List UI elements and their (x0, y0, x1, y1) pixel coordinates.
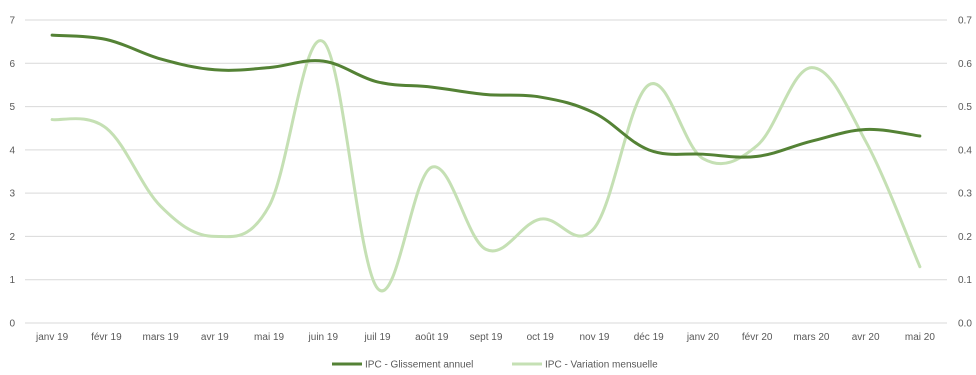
y-right-tick-label: 0.6 (958, 59, 972, 70)
x-tick-label: févr 19 (91, 332, 122, 343)
x-tick-label: juil 19 (363, 332, 391, 343)
series-lines (50, 33, 922, 293)
y-left-tick-label: 5 (9, 102, 15, 113)
x-tick-label: août 19 (415, 332, 449, 343)
x-tick-label: mai 19 (254, 332, 284, 343)
y-axis-left: 0 1 2 3 4 5 6 7 (9, 16, 15, 330)
legend-label: IPC - Glissement annuel (365, 360, 473, 371)
series-line-variation-mensuelle (50, 39, 922, 293)
x-tick-label: oct 19 (527, 332, 555, 343)
x-tick-label: janv 20 (686, 332, 720, 343)
legend: IPC - Glissement annuel IPC - Variation m… (332, 360, 658, 371)
x-tick-label: avr 20 (852, 332, 880, 343)
y-right-tick-label: 0.3 (958, 189, 972, 200)
y-left-tick-label: 7 (9, 16, 15, 27)
y-right-tick-label: 0.7 (958, 16, 972, 27)
legend-label: IPC - Variation mensuelle (545, 360, 658, 371)
gridlines (25, 19, 947, 324)
x-tick-label: mars 19 (143, 332, 180, 343)
y-axis-right: 0.0 0.1 0.2 0.3 0.4 0.5 0.6 0.7 (958, 16, 972, 330)
y-left-tick-label: 2 (9, 232, 15, 243)
x-tick-label: janv 19 (35, 332, 69, 343)
x-tick-label: févr 20 (742, 332, 773, 343)
legend-item-variation-mensuelle: IPC - Variation mensuelle (512, 360, 658, 371)
x-tick-label: nov 19 (579, 332, 609, 343)
x-axis: janv 19 févr 19 mars 19 avr 19 mai 19 juin 19… (35, 332, 935, 343)
y-right-tick-label: 0.0 (958, 319, 972, 330)
y-right-tick-label: 0.2 (958, 232, 972, 243)
y-right-tick-label: 0.1 (958, 275, 972, 286)
x-tick-label: mai 20 (905, 332, 935, 343)
y-left-tick-label: 3 (9, 189, 15, 200)
x-tick-label: sept 19 (470, 332, 503, 343)
y-left-tick-label: 1 (9, 275, 15, 286)
y-left-tick-label: 0 (9, 319, 15, 330)
y-left-tick-label: 6 (9, 59, 15, 70)
x-tick-label: déc 19 (634, 332, 664, 343)
series-line-glissement-annuel (50, 33, 922, 159)
x-tick-label: mars 20 (793, 332, 830, 343)
y-left-tick-label: 4 (9, 145, 15, 156)
x-tick-label: avr 19 (201, 332, 229, 343)
x-tick-label: juin 19 (308, 332, 339, 343)
legend-item-glissement-annuel: IPC - Glissement annuel (332, 360, 473, 371)
y-right-tick-label: 0.4 (958, 145, 972, 156)
y-right-tick-label: 0.5 (958, 102, 972, 113)
